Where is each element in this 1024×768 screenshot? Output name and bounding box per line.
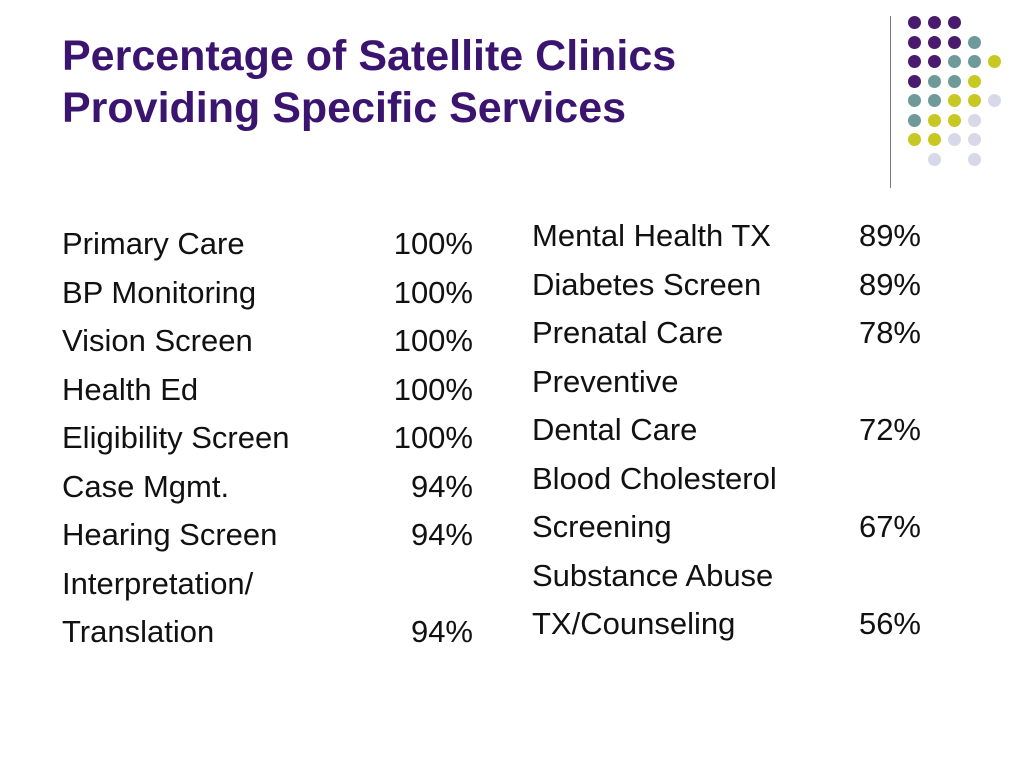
service-percentage: 94% (410, 468, 473, 504)
right-service-list: Mental Health TX 89% Diabetes Screen 89%… (532, 212, 927, 649)
service-label: Substance Abuse (532, 557, 774, 593)
service-percentage: 100% (393, 420, 473, 455)
decorative-dot (908, 113, 921, 127)
list-item: Primary Care 100% (62, 220, 477, 269)
service-label: Blood Cholesterol (532, 460, 777, 496)
decorative-dot (948, 133, 961, 146)
decorative-dot (968, 152, 981, 166)
service-percentage: 72% (858, 412, 921, 447)
decorative-dot (908, 74, 921, 88)
decorative-dot (928, 94, 941, 107)
decorative-dot (948, 35, 961, 49)
service-label: Primary Care (62, 226, 245, 261)
left-service-list: Primary Care 100% BP Monitoring 100% Vis… (62, 220, 477, 657)
list-item: Health Ed 100% (62, 366, 477, 415)
service-label: Interpretation/ (62, 565, 254, 601)
service-label: Translation (62, 614, 215, 649)
service-percentage: 100% (393, 323, 473, 358)
list-item: Blood Cholesterol (532, 455, 927, 504)
decorative-dot (928, 152, 941, 166)
service-percentage: 67% (858, 509, 921, 544)
slide-title-line-1: Percentage of Satellite Clinics (62, 32, 677, 80)
list-item: Preventive (532, 358, 927, 407)
service-label: Diabetes Screen (532, 266, 762, 302)
service-percentage: 100% (393, 226, 473, 261)
decorative-dot (908, 94, 921, 107)
decorative-dot (928, 55, 941, 68)
service-percentage: 100% (393, 274, 473, 310)
slide-title: Percentage of Satellite Clinics Providin… (62, 30, 862, 134)
list-item: Eligibility Screen 100% (62, 414, 477, 463)
list-item: Vision Screen 100% (62, 317, 477, 366)
decorative-dot (968, 35, 981, 49)
service-label: Screening (532, 509, 672, 544)
decorative-dot (968, 113, 981, 127)
decorative-dot (908, 35, 921, 49)
decorative-dot (908, 55, 921, 68)
decorative-dot (968, 133, 981, 146)
list-item: Mental Health TX 89% (532, 212, 927, 261)
decorative-divider-line (890, 16, 891, 188)
list-item: TX/Counseling 56% (532, 600, 927, 649)
decorative-dot (908, 16, 921, 29)
service-label: Vision Screen (62, 323, 253, 358)
decorative-dot (948, 55, 961, 68)
service-label: Prenatal Care (532, 315, 724, 350)
list-item: Dental Care 72% (532, 406, 927, 455)
decorative-dot (968, 55, 981, 68)
decorative-dot (928, 16, 941, 29)
list-item: Prenatal Care 78% (532, 309, 927, 358)
list-item: Interpretation/ (62, 560, 477, 609)
service-percentage: 100% (393, 371, 473, 407)
decorative-dot (968, 74, 981, 88)
service-label: Preventive (532, 363, 679, 399)
list-item: Diabetes Screen 89% (532, 261, 927, 310)
list-item: Translation 94% (62, 608, 477, 657)
decorative-dot-grid (908, 16, 1008, 166)
decorative-dot (928, 113, 941, 127)
decorative-dot (948, 16, 961, 29)
service-percentage: 94% (410, 614, 473, 649)
slide-title-line-2: Providing Specific Services (62, 84, 627, 132)
decorative-dot (988, 55, 1001, 68)
service-label: Dental Care (532, 412, 698, 447)
service-label: Hearing Screen (62, 517, 278, 552)
service-label: Health Ed (62, 371, 199, 407)
decorative-dot (928, 35, 941, 49)
decorative-dot (928, 133, 941, 146)
service-label: Eligibility Screen (62, 420, 290, 455)
list-item: Hearing Screen 94% (62, 511, 477, 560)
service-label: Mental Health TX (532, 218, 771, 253)
decorative-dot (968, 94, 981, 107)
service-percentage: 78% (858, 315, 921, 350)
list-item: BP Monitoring 100% (62, 269, 477, 318)
service-label: BP Monitoring (62, 274, 257, 310)
decorative-dot (988, 94, 1001, 107)
list-item: Substance Abuse (532, 552, 927, 601)
service-percentage: 56% (858, 606, 921, 641)
service-label: TX/Counseling (532, 606, 736, 641)
decorative-dot (948, 94, 961, 107)
service-label: Case Mgmt. (62, 468, 230, 504)
decorative-dot (948, 74, 961, 88)
service-percentage: 89% (858, 266, 921, 302)
decorative-dot (928, 74, 941, 88)
decorative-dot (948, 113, 961, 127)
list-item: Screening 67% (532, 503, 927, 552)
list-item: Case Mgmt. 94% (62, 463, 477, 512)
decorative-dot (908, 133, 921, 146)
service-percentage: 89% (858, 218, 921, 253)
service-percentage: 94% (410, 517, 473, 552)
